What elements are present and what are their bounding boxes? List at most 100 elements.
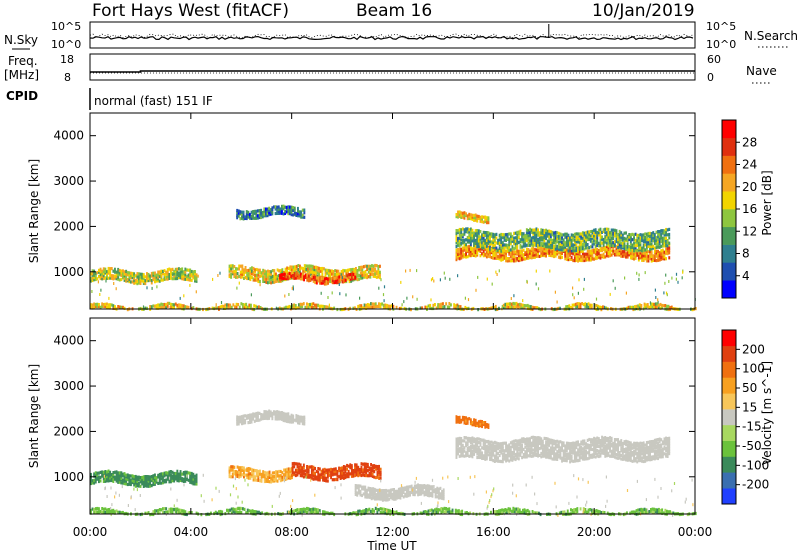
velocity-cell xyxy=(540,446,543,450)
velocity-cell xyxy=(133,476,136,481)
nsky-tick-top: 10^5 xyxy=(51,20,81,33)
power-cell xyxy=(594,239,597,243)
velocity-cell xyxy=(578,443,581,447)
power-cell xyxy=(596,247,599,251)
velocity-cell xyxy=(388,497,391,501)
power-noise-point xyxy=(401,303,403,307)
velocity-cell xyxy=(117,475,120,479)
power-cell xyxy=(601,237,603,241)
power-cell xyxy=(503,235,506,239)
power-cell xyxy=(125,275,128,279)
power-cell xyxy=(333,306,336,310)
power-cell xyxy=(575,258,578,262)
velocity-cell xyxy=(508,459,511,463)
power-cell xyxy=(109,306,112,310)
power-cell xyxy=(372,273,375,277)
power-cell xyxy=(235,302,238,306)
velocity-cell xyxy=(252,478,255,482)
power-noise-point xyxy=(664,281,666,285)
power-cell xyxy=(649,249,651,254)
power-cell xyxy=(284,211,287,215)
velocity-cell xyxy=(298,417,301,421)
velocity-cell xyxy=(559,450,562,454)
power-cell xyxy=(668,232,671,237)
velocity-cell xyxy=(620,457,623,461)
velocity-cell xyxy=(477,440,480,445)
velocity-cell xyxy=(265,479,268,483)
nsearch-tick-top: 10^5 xyxy=(706,20,736,33)
velocity-cell xyxy=(541,449,544,454)
power-cell xyxy=(471,213,474,217)
power-cell xyxy=(503,256,506,260)
velocity-cell xyxy=(540,455,543,459)
velocity-cell xyxy=(309,465,312,469)
velocity-cell xyxy=(489,447,491,451)
power-cell xyxy=(634,246,637,250)
power-cell xyxy=(535,254,538,258)
power-cell xyxy=(319,276,321,280)
power-cell xyxy=(618,247,621,251)
power-cell xyxy=(476,245,479,249)
velocity-cell xyxy=(461,443,464,447)
power-cell xyxy=(537,252,539,256)
velocity-cell xyxy=(481,438,483,442)
power-cell xyxy=(247,272,250,276)
power-cell xyxy=(593,234,595,238)
power-colorbar-tick-label: 4 xyxy=(742,269,750,283)
velocity-cell xyxy=(477,437,480,441)
power-cell xyxy=(468,254,471,258)
power-cell xyxy=(517,303,520,307)
velocity-cell xyxy=(404,492,407,496)
power-cell xyxy=(320,278,323,283)
power-cell xyxy=(660,249,663,253)
velocity-cell xyxy=(466,443,469,447)
power-cell xyxy=(192,306,195,310)
power-cell xyxy=(545,245,547,249)
power-cell xyxy=(468,240,471,244)
velocity-cell xyxy=(469,449,472,453)
velocity-cell xyxy=(437,494,440,498)
velocity-cell xyxy=(104,472,107,476)
power-cell xyxy=(324,268,327,272)
power-cell xyxy=(666,239,669,243)
velocity-cell xyxy=(152,474,155,478)
velocity-cell xyxy=(493,459,496,463)
power-cell xyxy=(277,210,280,214)
power-cell xyxy=(268,211,271,215)
power-cell xyxy=(487,218,490,222)
velocity-cell xyxy=(530,451,533,455)
power-cell xyxy=(324,270,327,274)
velocity-cell xyxy=(331,473,334,477)
power-cell xyxy=(131,271,134,276)
power-cell xyxy=(102,269,105,273)
velocity-cell xyxy=(556,439,559,443)
velocity-cell xyxy=(383,491,386,495)
power-cell xyxy=(334,269,337,273)
velocity-cell xyxy=(94,480,97,484)
power-cell xyxy=(645,245,648,249)
velocity-cell xyxy=(376,470,379,474)
power-cell xyxy=(242,210,245,214)
power-cell xyxy=(613,231,616,235)
power-cell xyxy=(246,269,249,273)
power-cell xyxy=(142,273,145,277)
velocity-cell xyxy=(514,457,517,462)
power-cell xyxy=(527,243,530,247)
velocity-cell xyxy=(291,465,294,469)
velocity-cell xyxy=(469,437,472,441)
velocity-cell xyxy=(565,457,568,461)
power-cell xyxy=(297,206,299,211)
power-cell xyxy=(316,271,319,275)
velocity-cell xyxy=(344,475,347,480)
velocity-cell xyxy=(407,485,410,489)
velocity-cell xyxy=(602,448,605,453)
power-cell xyxy=(150,281,153,285)
power-cell xyxy=(453,303,456,307)
velocity-cell xyxy=(126,475,129,479)
velocity-cell xyxy=(317,475,320,479)
power-cell xyxy=(255,216,258,220)
velocity-cell xyxy=(484,449,487,453)
velocity-cell xyxy=(297,419,299,423)
power-cell xyxy=(307,269,309,273)
velocity-cell xyxy=(286,467,289,471)
